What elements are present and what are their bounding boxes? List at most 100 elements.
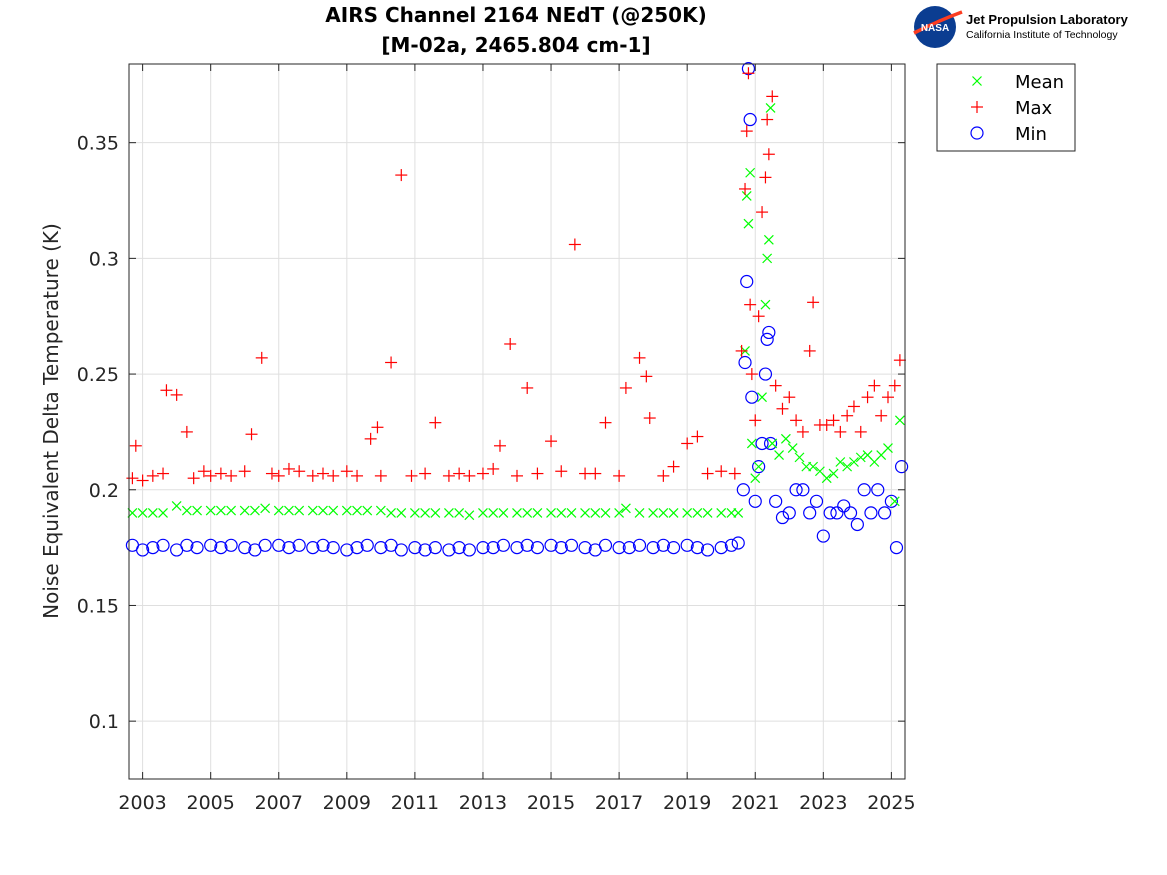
max-point bbox=[735, 344, 748, 357]
min-point bbox=[214, 541, 228, 555]
mean-point bbox=[600, 507, 611, 518]
mean-point bbox=[767, 438, 778, 449]
max-point bbox=[643, 412, 656, 425]
legend-item-mean: Mean bbox=[972, 72, 1064, 93]
max-point bbox=[180, 425, 193, 438]
mean-point bbox=[808, 461, 819, 472]
mean-point bbox=[430, 507, 441, 518]
min-point bbox=[622, 541, 636, 555]
mean-point bbox=[716, 507, 727, 518]
max-point bbox=[327, 469, 340, 482]
max-point bbox=[827, 414, 840, 427]
min-point bbox=[326, 541, 340, 555]
mean-point bbox=[566, 507, 577, 518]
max-point bbox=[691, 430, 704, 443]
min-point bbox=[578, 541, 592, 555]
mean-point bbox=[386, 507, 396, 518]
min-point bbox=[656, 538, 670, 552]
max-point bbox=[238, 465, 251, 478]
max-point bbox=[681, 437, 694, 450]
min-point bbox=[871, 483, 885, 497]
min-point bbox=[282, 541, 296, 555]
x-tick-label: 2007 bbox=[255, 792, 303, 814]
mean-point bbox=[409, 507, 420, 518]
y-tick-label: 0.15 bbox=[77, 595, 119, 617]
legend-box bbox=[936, 63, 1076, 152]
mean-point bbox=[181, 505, 192, 516]
max-point bbox=[888, 379, 901, 392]
min-point bbox=[520, 538, 534, 552]
x-tick-label: 2011 bbox=[391, 792, 439, 814]
max-point bbox=[214, 467, 227, 480]
chart-title-line2: [M-02a, 2465.804 cm-1] bbox=[381, 33, 650, 57]
min-point bbox=[760, 332, 774, 346]
max-point bbox=[769, 379, 782, 392]
mean-point bbox=[362, 505, 373, 516]
min-point bbox=[476, 541, 490, 555]
max-point bbox=[807, 296, 820, 309]
min-point bbox=[700, 543, 715, 557]
legend-item-min: Min bbox=[970, 124, 1047, 145]
mean-point bbox=[147, 507, 158, 518]
mean-point bbox=[842, 461, 853, 472]
max-point bbox=[293, 465, 306, 478]
max-point bbox=[744, 298, 757, 311]
mean-point bbox=[757, 392, 767, 403]
max-point bbox=[136, 474, 149, 487]
series-max bbox=[126, 67, 906, 487]
min-point bbox=[272, 538, 286, 552]
mean-point bbox=[753, 461, 764, 472]
mean-point bbox=[835, 457, 846, 467]
legend-marker-max bbox=[971, 101, 983, 113]
x-tick-label: 2017 bbox=[595, 792, 643, 814]
min-point bbox=[857, 483, 871, 497]
max-point bbox=[364, 432, 377, 445]
max-point bbox=[766, 90, 779, 103]
series-mean bbox=[127, 103, 905, 521]
legend-symbol bbox=[972, 76, 982, 86]
max-point bbox=[589, 467, 602, 480]
mean-point bbox=[328, 505, 339, 516]
mean-point bbox=[733, 507, 744, 518]
max-point bbox=[351, 469, 364, 482]
mean-point bbox=[763, 234, 774, 245]
mean-point bbox=[239, 505, 250, 516]
min-point bbox=[554, 541, 568, 555]
max-point bbox=[861, 391, 874, 404]
mean-point bbox=[215, 505, 226, 516]
min-point bbox=[564, 538, 579, 552]
max-point bbox=[742, 67, 755, 80]
max-point bbox=[776, 402, 789, 415]
min-point bbox=[823, 506, 837, 520]
mean-point bbox=[546, 507, 556, 518]
max-point bbox=[701, 467, 714, 480]
max-point bbox=[881, 391, 894, 404]
min-point bbox=[292, 538, 306, 552]
mean-point bbox=[648, 507, 659, 518]
min-point bbox=[782, 506, 796, 520]
max-point bbox=[511, 469, 523, 482]
max-point bbox=[395, 169, 408, 182]
x-tick-label: 2009 bbox=[323, 792, 371, 814]
mean-point bbox=[420, 507, 431, 518]
nasa-swoosh-icon bbox=[913, 10, 963, 35]
mean-point bbox=[883, 443, 893, 454]
max-point bbox=[245, 428, 258, 441]
max-point bbox=[521, 381, 534, 394]
mean-point bbox=[634, 507, 645, 518]
max-point bbox=[761, 113, 774, 126]
mean-point bbox=[682, 507, 693, 518]
max-point bbox=[340, 465, 353, 478]
mean-point bbox=[765, 103, 776, 113]
mean-point bbox=[828, 468, 839, 479]
mean-point bbox=[702, 507, 713, 518]
legend: Mean Max Min bbox=[936, 63, 1076, 152]
min-point bbox=[394, 543, 408, 557]
legend-marker-min bbox=[970, 126, 984, 140]
min-point bbox=[224, 538, 238, 552]
plot-area bbox=[129, 64, 905, 779]
mean-point bbox=[855, 452, 866, 463]
min-point bbox=[830, 506, 844, 520]
max-point bbox=[841, 409, 854, 422]
mean-point bbox=[760, 299, 771, 310]
